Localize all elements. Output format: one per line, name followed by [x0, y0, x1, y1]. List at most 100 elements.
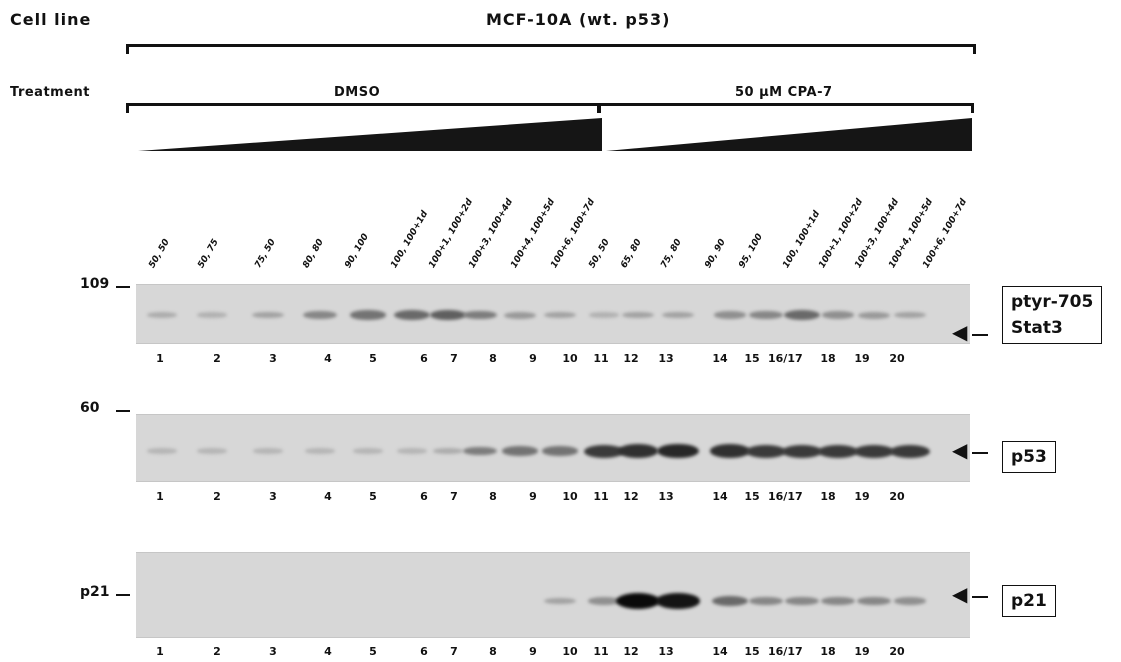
protein-label: ptyr-705 [1011, 292, 1094, 312]
lane-number: 8 [489, 352, 497, 365]
lane-number: 5 [369, 352, 377, 365]
band [502, 446, 538, 456]
blot-panel [136, 414, 970, 482]
band [394, 310, 430, 320]
band [544, 597, 576, 605]
band [713, 311, 747, 319]
lane-number: 1 [156, 352, 164, 365]
band [893, 597, 927, 605]
lane-number: 13 [658, 490, 674, 503]
band [749, 596, 783, 606]
arrow-icon: ◀ [952, 320, 968, 344]
arrow-line [972, 452, 988, 454]
lane-number: 13 [658, 352, 674, 365]
lane-number: 1 [156, 645, 164, 658]
lane-number: 9 [529, 645, 537, 658]
lane-number: 14 [712, 490, 728, 503]
band [542, 446, 578, 456]
band [462, 446, 498, 456]
lane-number: 20 [889, 645, 905, 658]
treatment-label: Treatment [10, 85, 90, 100]
lane-number: 2 [213, 490, 221, 503]
lane-number: 14 [712, 352, 728, 365]
dmso-label: DMSO [334, 85, 381, 100]
marker-label: p21 [80, 584, 110, 600]
lane-number: 19 [854, 352, 870, 365]
band [818, 444, 858, 458]
band [616, 593, 660, 609]
arrow-line [972, 596, 988, 598]
band [709, 444, 751, 458]
lane-number: 11 [593, 352, 609, 365]
lane-number: 18 [820, 645, 836, 658]
band [858, 311, 890, 319]
band [350, 310, 386, 320]
band [253, 448, 283, 454]
lane-number: 11 [593, 645, 609, 658]
protein-label-box: p53 [1002, 441, 1056, 473]
band [397, 448, 427, 454]
cell-line-value: MCF-10A (wt. p53) [486, 10, 671, 29]
arrow-line [972, 334, 988, 336]
lane-number: 20 [889, 352, 905, 365]
lane-number: 8 [489, 490, 497, 503]
lane-number: 15 [744, 352, 760, 365]
protein-label: Stat3 [1011, 318, 1063, 338]
protein-label: p53 [1011, 447, 1047, 467]
lane-number: 2 [213, 645, 221, 658]
lane-number: 4 [324, 352, 332, 365]
lane-number: 7 [450, 645, 458, 658]
band [197, 448, 227, 454]
band [544, 311, 576, 319]
band [303, 310, 337, 320]
lane-number: 16/17 [768, 490, 803, 503]
arrow-icon: ◀ [952, 582, 968, 606]
lane-number: 16/17 [768, 645, 803, 658]
band [462, 310, 498, 320]
lane-number: 3 [269, 645, 277, 658]
lane-number: 19 [854, 490, 870, 503]
band [305, 448, 335, 454]
lane-number: 8 [489, 645, 497, 658]
band [821, 596, 855, 606]
band [429, 309, 467, 321]
lane-number: 10 [562, 352, 578, 365]
lane-number: 2 [213, 352, 221, 365]
lane-number: 13 [658, 645, 674, 658]
band [662, 311, 694, 319]
band [784, 310, 820, 320]
band [197, 312, 227, 318]
cell-line-bracket [126, 44, 976, 54]
band [622, 311, 654, 319]
band [854, 444, 894, 458]
band [432, 448, 464, 454]
lane-number: 3 [269, 490, 277, 503]
lane-number: 15 [744, 490, 760, 503]
blot-panel [136, 552, 970, 638]
lane-number: 4 [324, 645, 332, 658]
lane-number: 12 [623, 352, 639, 365]
lane-number: 12 [623, 645, 639, 658]
band [504, 311, 536, 319]
lane-number: 6 [420, 490, 428, 503]
lane-number: 5 [369, 490, 377, 503]
lane-number: 14 [712, 645, 728, 658]
cpa-label: 50 μM CPA-7 [735, 85, 833, 100]
lane-number: 15 [744, 645, 760, 658]
band [821, 311, 855, 319]
lane-number: 4 [324, 490, 332, 503]
lane-number: 19 [854, 645, 870, 658]
band [785, 596, 819, 606]
lane-number: 7 [450, 490, 458, 503]
lane-number: 1 [156, 490, 164, 503]
lane-number: 20 [889, 490, 905, 503]
cell-line-label: Cell line [10, 10, 92, 29]
cpa-wedge [606, 118, 972, 151]
lane-number: 9 [529, 490, 537, 503]
band [712, 596, 748, 606]
band [746, 444, 786, 458]
cpa-bracket [598, 103, 974, 113]
band [617, 444, 659, 458]
lane-number: 16/17 [768, 352, 803, 365]
